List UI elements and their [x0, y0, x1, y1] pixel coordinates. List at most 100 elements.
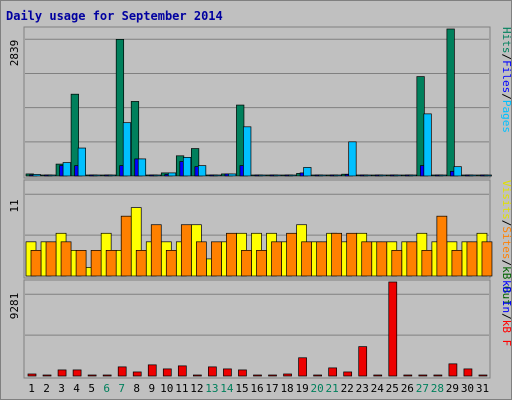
bar-pages [122, 122, 132, 177]
legend-entry: / [500, 260, 512, 267]
bar-sites [391, 250, 403, 277]
legend-entry: / [500, 220, 512, 227]
x-axis-labels: 1 2 3 4 5 6 7 8 9 10 11 12 13 14 15 16 17 18 19 20 21 22 23 24 2… [28, 382, 489, 395]
x-tick-label: 25 [386, 382, 399, 395]
panel-legend: kB In/kB F [500, 280, 512, 346]
x-tick-label: 4 [73, 382, 80, 395]
bar-sites [346, 232, 358, 277]
bar-sites [331, 232, 342, 277]
y-max-label: 2839 [8, 40, 21, 67]
x-tick-label: 16 [250, 382, 263, 395]
bar-sites [466, 241, 478, 277]
x-tick-label: 10 [160, 382, 173, 395]
bar-pages [363, 174, 372, 177]
bar-sites [421, 250, 433, 277]
bar-pages [47, 174, 56, 177]
y-max-label: 9281 [8, 293, 21, 320]
bar-kbf [313, 374, 322, 377]
bar-pages [333, 174, 342, 177]
bar-pages [258, 174, 267, 177]
legend-entry: Hits [500, 27, 512, 54]
x-tick-label: 18 [280, 382, 293, 395]
bar-sites [256, 250, 267, 277]
bar-pages [438, 174, 447, 177]
bar-pages [303, 167, 312, 177]
bar-pages [107, 174, 117, 177]
x-tick-label: 19 [295, 382, 308, 395]
x-tick-label: 27 [416, 382, 429, 395]
bar-sites [286, 232, 297, 277]
legend-entry: / [500, 313, 512, 320]
bar-sites [150, 224, 162, 277]
bar-kbf [117, 366, 127, 377]
bar-hits [416, 76, 425, 177]
bar-kbf [268, 374, 277, 377]
bar-pages [318, 174, 327, 177]
bar-kbf [72, 369, 82, 377]
bar-kbf [223, 368, 232, 377]
bar-pages [198, 165, 207, 177]
bar-pages [453, 166, 462, 177]
bar-pages [92, 174, 101, 177]
bar-kbf [253, 374, 262, 377]
bar-sites [120, 215, 132, 277]
x-tick-label: 9 [148, 382, 155, 395]
bar-kbf [433, 374, 443, 377]
bar-pages [393, 174, 402, 177]
x-tick-label: 2 [43, 382, 50, 395]
panel-bottom: 9281 kB In/kB F [8, 279, 512, 379]
bar-kbf [102, 374, 112, 377]
x-tick-label: 29 [446, 382, 459, 395]
bar-kbf [193, 374, 202, 377]
bar-pages [137, 158, 147, 177]
bar-sites [376, 241, 388, 277]
bar-sites [60, 241, 72, 277]
legend-entry: kB Out [500, 266, 512, 306]
x-tick-label: 5 [88, 382, 95, 395]
x-tick-label: 22 [341, 382, 354, 395]
bar-sites [436, 215, 448, 277]
bar-kbf [298, 357, 307, 377]
bar-hits [70, 93, 79, 177]
legend-entry: Sites [500, 226, 512, 259]
x-tick-label: 13 [205, 382, 218, 395]
legend-entry: / [500, 54, 512, 61]
x-tick-label: 23 [356, 382, 369, 395]
bar-hits [115, 39, 125, 177]
x-tick-label: 30 [461, 382, 474, 395]
bar-sites [45, 241, 57, 277]
bar-kbf [147, 364, 157, 377]
x-tick-label: 11 [175, 382, 188, 395]
x-tick-label: 28 [431, 382, 444, 395]
bar-kbf [343, 371, 353, 377]
bar-sites [180, 224, 192, 277]
bar-sites [105, 250, 117, 277]
x-tick-label: 3 [58, 382, 65, 395]
bar-sites [301, 241, 312, 277]
x-tick-label: 15 [235, 382, 248, 395]
x-tick-label: 1 [28, 382, 35, 395]
bar-kbf [27, 373, 37, 377]
bar-sites [196, 241, 207, 277]
bar-kbf [388, 281, 398, 377]
bar-pages [32, 174, 41, 177]
bar-kbf [358, 346, 368, 377]
x-tick-label: 14 [220, 382, 234, 395]
bar-sites [90, 250, 102, 277]
panel-middle: 11 Visits/Sites/kB Out [8, 179, 512, 306]
bar-kbf [373, 374, 383, 377]
y-max-label: 11 [8, 199, 21, 212]
x-tick-label: 24 [371, 382, 385, 395]
bar-pages [288, 174, 297, 177]
x-tick-label: 17 [265, 382, 278, 395]
bar-pages [378, 174, 387, 177]
bar-kbf [42, 374, 52, 377]
bar-kbf [177, 365, 187, 377]
bar-pages [213, 174, 222, 177]
bar-sites [135, 250, 147, 277]
bar-kbf [448, 363, 458, 377]
bar-kbf [87, 374, 97, 377]
bar-sites [75, 250, 87, 277]
bar-pages [228, 173, 237, 177]
